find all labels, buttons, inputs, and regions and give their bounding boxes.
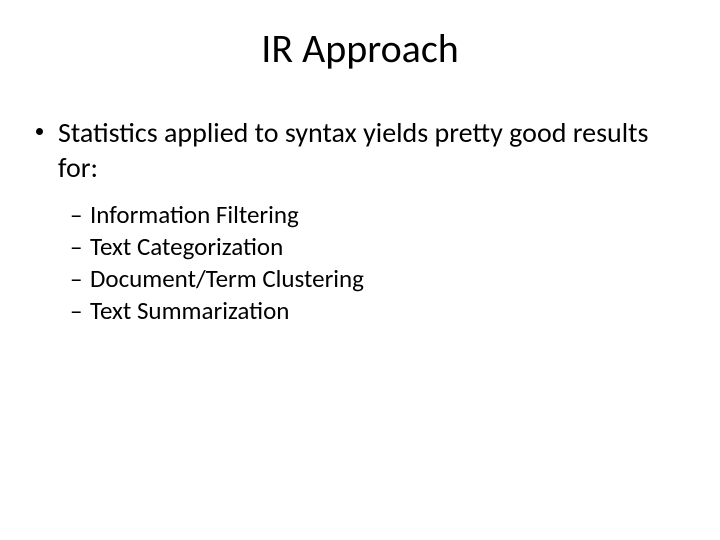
dash-icon: – [70, 231, 82, 263]
bullet-level-2: – Text Categorization [28, 231, 692, 263]
bullet-dot-icon [36, 128, 43, 135]
slide-body: Statistics applied to syntax yields pret… [0, 85, 720, 327]
bullet-text: Text Categorization [90, 231, 283, 262]
slide: { "title": "IR Approach", "bullets": { "… [0, 0, 720, 540]
bullet-text: Document/Term Clustering [90, 263, 364, 294]
bullet-text: Statistics applied to syntax yields pret… [58, 115, 649, 185]
dash-icon: – [70, 295, 82, 327]
bullet-level-2: – Information Filtering [28, 199, 692, 231]
bullet-text: Information Filtering [90, 199, 299, 230]
bullet-level-1: Statistics applied to syntax yields pret… [28, 115, 692, 185]
bullet-level-2: – Document/Term Clustering [28, 263, 692, 295]
slide-title: IR Approach [0, 0, 720, 85]
dash-icon: – [70, 199, 82, 231]
bullet-text: Text Summarization [90, 295, 289, 326]
bullet-level-2: – Text Summarization [28, 295, 692, 327]
dash-icon: – [70, 263, 82, 295]
